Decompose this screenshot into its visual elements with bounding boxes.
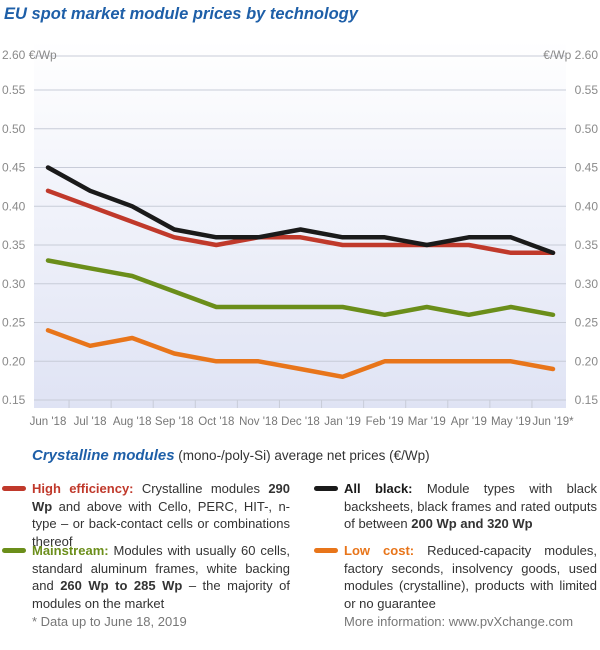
y-tick-label-left: 0.30 xyxy=(2,277,26,291)
y-tick-label-right: 0.15 xyxy=(575,393,599,407)
all-black-name: All black: xyxy=(344,481,413,496)
x-tick-label: Mar '19 xyxy=(408,416,446,428)
x-tick-label: Apr '19 xyxy=(451,416,487,428)
x-tick-label: May '19 xyxy=(491,416,531,428)
series-line-mainstream xyxy=(45,258,556,318)
y-tick-label-right: 0.20 xyxy=(575,354,599,368)
price-chart: 0.55 0.50 0.45 0.40 0.35 0.30 0.25 0.20 0.15 0.5… xyxy=(2,40,599,428)
more-info-link[interactable]: More information: www.pvXchange.com xyxy=(344,614,574,629)
all-black-b1: 200 Wp and 320 Wp xyxy=(411,516,533,531)
chart-title: EU spot market module prices by technolo… xyxy=(4,5,358,23)
all-black-t1: Module types with black backsheets, blac… xyxy=(344,481,598,531)
x-tick-label: Jun '19* xyxy=(532,416,574,428)
y-tick-label-left: 0.55 xyxy=(2,83,26,97)
legend-heading: Crystalline modules (mono-/poly-Si) aver… xyxy=(32,447,430,464)
y-tick-label-left: 0.15 xyxy=(2,393,26,407)
y-tick-label-right: 0.30 xyxy=(575,277,599,291)
all-black-swatch xyxy=(314,486,338,491)
x-tick-label: Oct '18 xyxy=(198,416,234,428)
y-tick-label-right: 0.55 xyxy=(575,83,599,97)
y-unit-label-right: €/Wp 2.60 xyxy=(543,48,598,62)
x-tick-label: Jun '18 xyxy=(30,416,67,428)
y-tick-label-left: 0.20 xyxy=(2,354,26,368)
legend-item-all-black: All black: Module types with black backs… xyxy=(314,480,598,533)
x-tick-label: Nov '18 xyxy=(239,416,278,428)
series-line-low-cost xyxy=(45,328,556,380)
low-cost-t1: Reduced-capacity modules, factory second… xyxy=(344,543,598,611)
high-efficiency-b1: 290 Wp xyxy=(32,481,291,514)
y-tick-label-left: 0.50 xyxy=(2,122,26,136)
high-efficiency-name: High efficiency: xyxy=(32,481,134,496)
high-efficiency-swatch xyxy=(2,486,26,491)
x-tick-label: Sep '18 xyxy=(155,416,194,428)
y-tick-label-left: 0.45 xyxy=(2,161,26,175)
legend-item-high-efficiency: High efficiency: Crystalline modules 290… xyxy=(2,480,291,550)
legend-item-mainstream: Mainstream: Modules with usually 60 cell… xyxy=(2,542,290,612)
y-tick-label-right: 0.40 xyxy=(575,199,599,213)
x-tick-label: Jul '18 xyxy=(74,416,107,428)
y-tick-label-right: 0.45 xyxy=(575,161,599,175)
footnote: * Data up to June 18, 2019 xyxy=(32,614,187,629)
mainstream-t2: – the majority of modules on the market xyxy=(32,578,290,611)
legend-heading-rest: (mono-/poly-Si) average net prices (€/Wp… xyxy=(174,448,430,463)
low-cost-swatch xyxy=(314,548,338,553)
y-tick-label-left: 0.25 xyxy=(2,316,26,330)
mainstream-b1: 260 Wp to 285 Wp xyxy=(60,578,183,593)
x-tick-label: Feb '19 xyxy=(366,416,404,428)
y-unit-label-left: 2.60 €/Wp xyxy=(2,48,57,62)
low-cost-name: Low cost: xyxy=(344,543,415,558)
y-tick-label-right: 0.25 xyxy=(575,316,599,330)
x-tick-label: Jan '19 xyxy=(324,416,361,428)
legend-heading-bold: Crystalline modules xyxy=(32,447,175,464)
x-tick-label: Aug '18 xyxy=(113,416,152,428)
y-tick-label-left: 0.35 xyxy=(2,238,26,252)
high-efficiency-t1: Crystalline modules xyxy=(133,481,269,496)
series-line-high-efficiency xyxy=(45,188,556,256)
high-efficiency-t2: and above with Cello, PERC, HIT-, n-type… xyxy=(32,498,290,549)
y-tick-label-right: 0.50 xyxy=(575,122,599,136)
legend-item-low-cost: Low cost: Reduced-capacity modules, fact… xyxy=(314,542,598,612)
plot-background xyxy=(34,40,566,408)
y-tick-label-left: 0.40 xyxy=(2,199,26,213)
y-tick-label-right: 0.35 xyxy=(575,238,599,252)
mainstream-swatch xyxy=(2,548,26,553)
mainstream-t1: Modules with usually 60 cells, standard … xyxy=(32,543,290,593)
series-line-all-black xyxy=(45,165,556,256)
mainstream-name: Mainstream: xyxy=(32,543,109,558)
x-tick-label: Dec '18 xyxy=(281,416,320,428)
